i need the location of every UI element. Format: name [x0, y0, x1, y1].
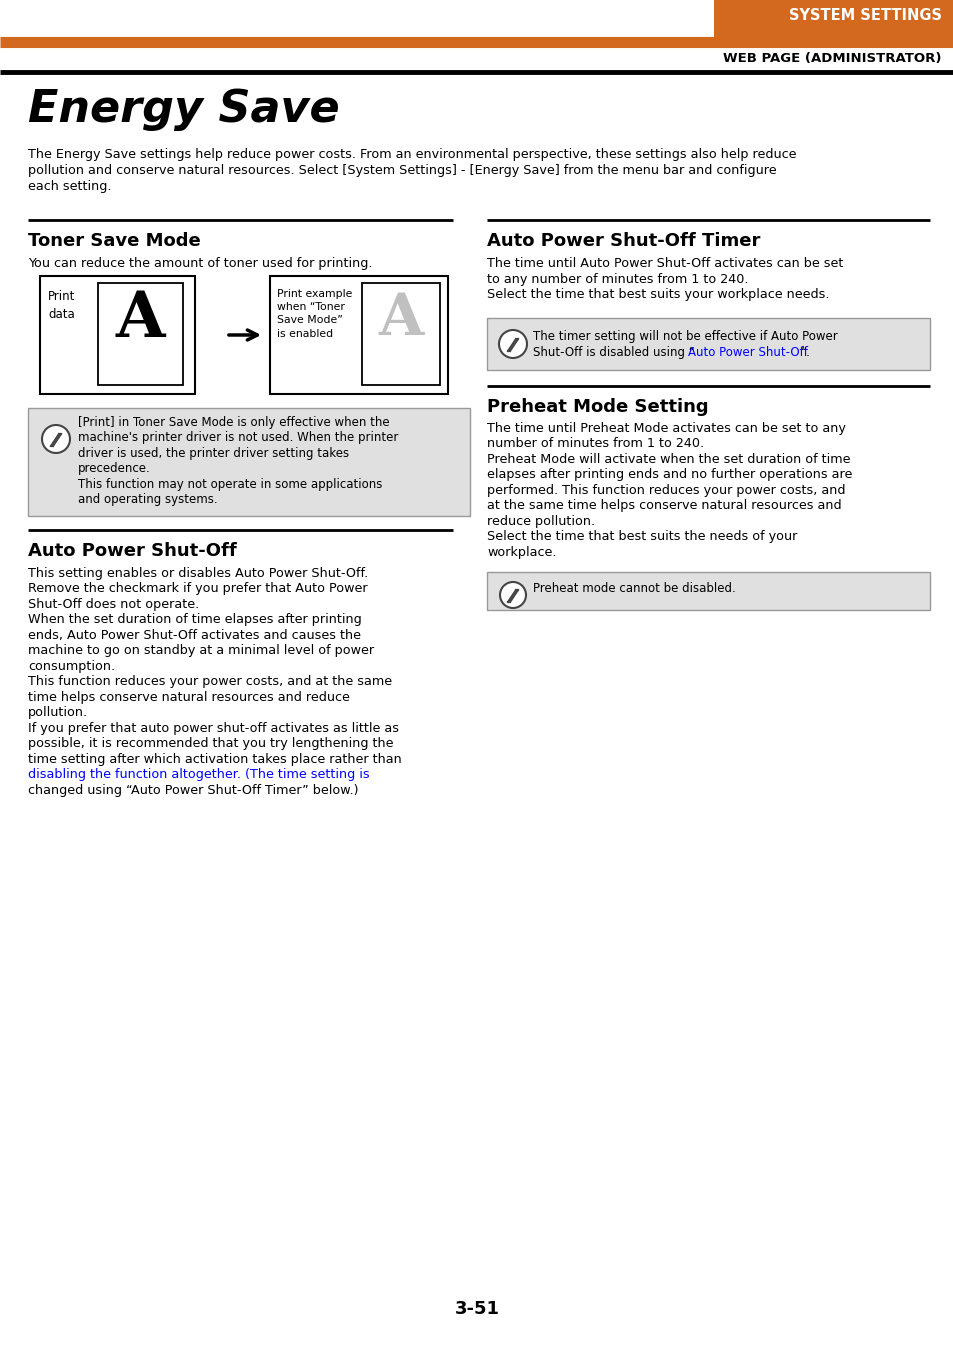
- Text: elapses after printing ends and no further operations are: elapses after printing ends and no furth…: [486, 468, 851, 482]
- Text: Auto Power Shut-Off: Auto Power Shut-Off: [687, 346, 807, 359]
- Text: ”.: ”.: [801, 346, 810, 359]
- Text: SYSTEM SETTINGS: SYSTEM SETTINGS: [788, 8, 941, 23]
- Bar: [361, 284, 439, 385]
- Text: Auto Power Shut-Off Timer: Auto Power Shut-Off Timer: [486, 232, 760, 250]
- Bar: [486, 319, 929, 370]
- Text: The time until Auto Power Shut-Off activates can be set: The time until Auto Power Shut-Off activ…: [486, 256, 842, 270]
- Text: machine to go on standby at a minimal level of power: machine to go on standby at a minimal le…: [28, 644, 374, 657]
- Text: possible, it is recommended that you try lengthening the: possible, it is recommended that you try…: [28, 737, 393, 751]
- Text: Shut-Off is disabled using “: Shut-Off is disabled using “: [533, 346, 694, 359]
- Circle shape: [42, 425, 70, 454]
- Text: The timer setting will not be effective if Auto Power: The timer setting will not be effective …: [533, 329, 837, 343]
- Text: disabling the function altogether. (The time setting is: disabling the function altogether. (The …: [28, 768, 369, 782]
- Text: If you prefer that auto power shut-off activates as little as: If you prefer that auto power shut-off a…: [28, 722, 398, 734]
- Text: pollution.: pollution.: [28, 706, 88, 720]
- Text: 3-51: 3-51: [454, 1300, 499, 1318]
- Text: pollution and conserve natural resources. Select [System Settings] - [Energy Sav: pollution and conserve natural resources…: [28, 163, 776, 177]
- Circle shape: [499, 582, 525, 608]
- Text: When the set duration of time elapses after printing: When the set duration of time elapses af…: [28, 613, 361, 626]
- Text: and operating systems.: and operating systems.: [78, 494, 217, 506]
- Text: number of minutes from 1 to 240.: number of minutes from 1 to 240.: [486, 437, 703, 451]
- Text: Select the time that best suits your workplace needs.: Select the time that best suits your wor…: [486, 288, 828, 301]
- Bar: [270, 275, 448, 394]
- Bar: [713, 0, 953, 42]
- Text: The time until Preheat Mode activates can be set to any: The time until Preheat Mode activates ca…: [486, 423, 845, 435]
- Bar: [40, 275, 194, 394]
- Text: ends, Auto Power Shut-Off activates and causes the: ends, Auto Power Shut-Off activates and …: [28, 629, 360, 643]
- Text: to any number of minutes from 1 to 240.: to any number of minutes from 1 to 240.: [486, 273, 748, 285]
- Text: This function reduces your power costs, and at the same: This function reduces your power costs, …: [28, 675, 392, 688]
- Text: driver is used, the printer driver setting takes: driver is used, the printer driver setti…: [78, 447, 349, 460]
- Text: changed using “Auto Power Shut-Off Timer” below.): changed using “Auto Power Shut-Off Timer…: [28, 784, 358, 796]
- Text: A: A: [115, 289, 165, 350]
- Text: time helps conserve natural resources and reduce: time helps conserve natural resources an…: [28, 691, 350, 703]
- Text: Auto Power Shut-Off: Auto Power Shut-Off: [28, 541, 236, 560]
- Text: reduce pollution.: reduce pollution.: [486, 514, 595, 528]
- Text: This function may not operate in some applications: This function may not operate in some ap…: [78, 478, 382, 491]
- Text: Preheat Mode Setting: Preheat Mode Setting: [486, 398, 708, 416]
- Text: A: A: [378, 292, 423, 347]
- Text: at the same time helps conserve natural resources and: at the same time helps conserve natural …: [486, 500, 841, 513]
- Text: Energy Save: Energy Save: [28, 88, 339, 131]
- Text: performed. This function reduces your power costs, and: performed. This function reduces your po…: [486, 485, 844, 497]
- Text: Shut-Off does not operate.: Shut-Off does not operate.: [28, 598, 199, 612]
- Text: You can reduce the amount of toner used for printing.: You can reduce the amount of toner used …: [28, 256, 372, 270]
- Text: consumption.: consumption.: [28, 660, 115, 674]
- Text: precedence.: precedence.: [78, 463, 151, 475]
- Bar: [28, 408, 470, 516]
- Text: WEB PAGE (ADMINISTRATOR): WEB PAGE (ADMINISTRATOR): [722, 53, 941, 65]
- Text: Print
data: Print data: [48, 290, 75, 321]
- Text: [Print] in Toner Save Mode is only effective when the: [Print] in Toner Save Mode is only effec…: [78, 416, 389, 429]
- Text: Select the time that best suits the needs of your: Select the time that best suits the need…: [486, 531, 797, 544]
- Text: Print example
when “Toner
Save Mode”
is enabled: Print example when “Toner Save Mode” is …: [276, 289, 352, 339]
- Text: workplace.: workplace.: [486, 545, 556, 559]
- Bar: [486, 572, 929, 610]
- Text: This setting enables or disables Auto Power Shut-Off.: This setting enables or disables Auto Po…: [28, 567, 368, 580]
- Text: Remove the checkmark if you prefer that Auto Power: Remove the checkmark if you prefer that …: [28, 582, 367, 595]
- Text: time setting after which activation takes place rather than: time setting after which activation take…: [28, 753, 401, 765]
- Text: The Energy Save settings help reduce power costs. From an environmental perspect: The Energy Save settings help reduce pow…: [28, 148, 796, 161]
- Bar: [98, 284, 183, 385]
- Text: Preheat mode cannot be disabled.: Preheat mode cannot be disabled.: [533, 582, 735, 595]
- Text: each setting.: each setting.: [28, 180, 112, 193]
- Text: Preheat Mode will activate when the set duration of time: Preheat Mode will activate when the set …: [486, 454, 850, 466]
- Text: machine's printer driver is not used. When the printer: machine's printer driver is not used. Wh…: [78, 432, 398, 444]
- Circle shape: [498, 329, 526, 358]
- Text: Toner Save Mode: Toner Save Mode: [28, 232, 200, 250]
